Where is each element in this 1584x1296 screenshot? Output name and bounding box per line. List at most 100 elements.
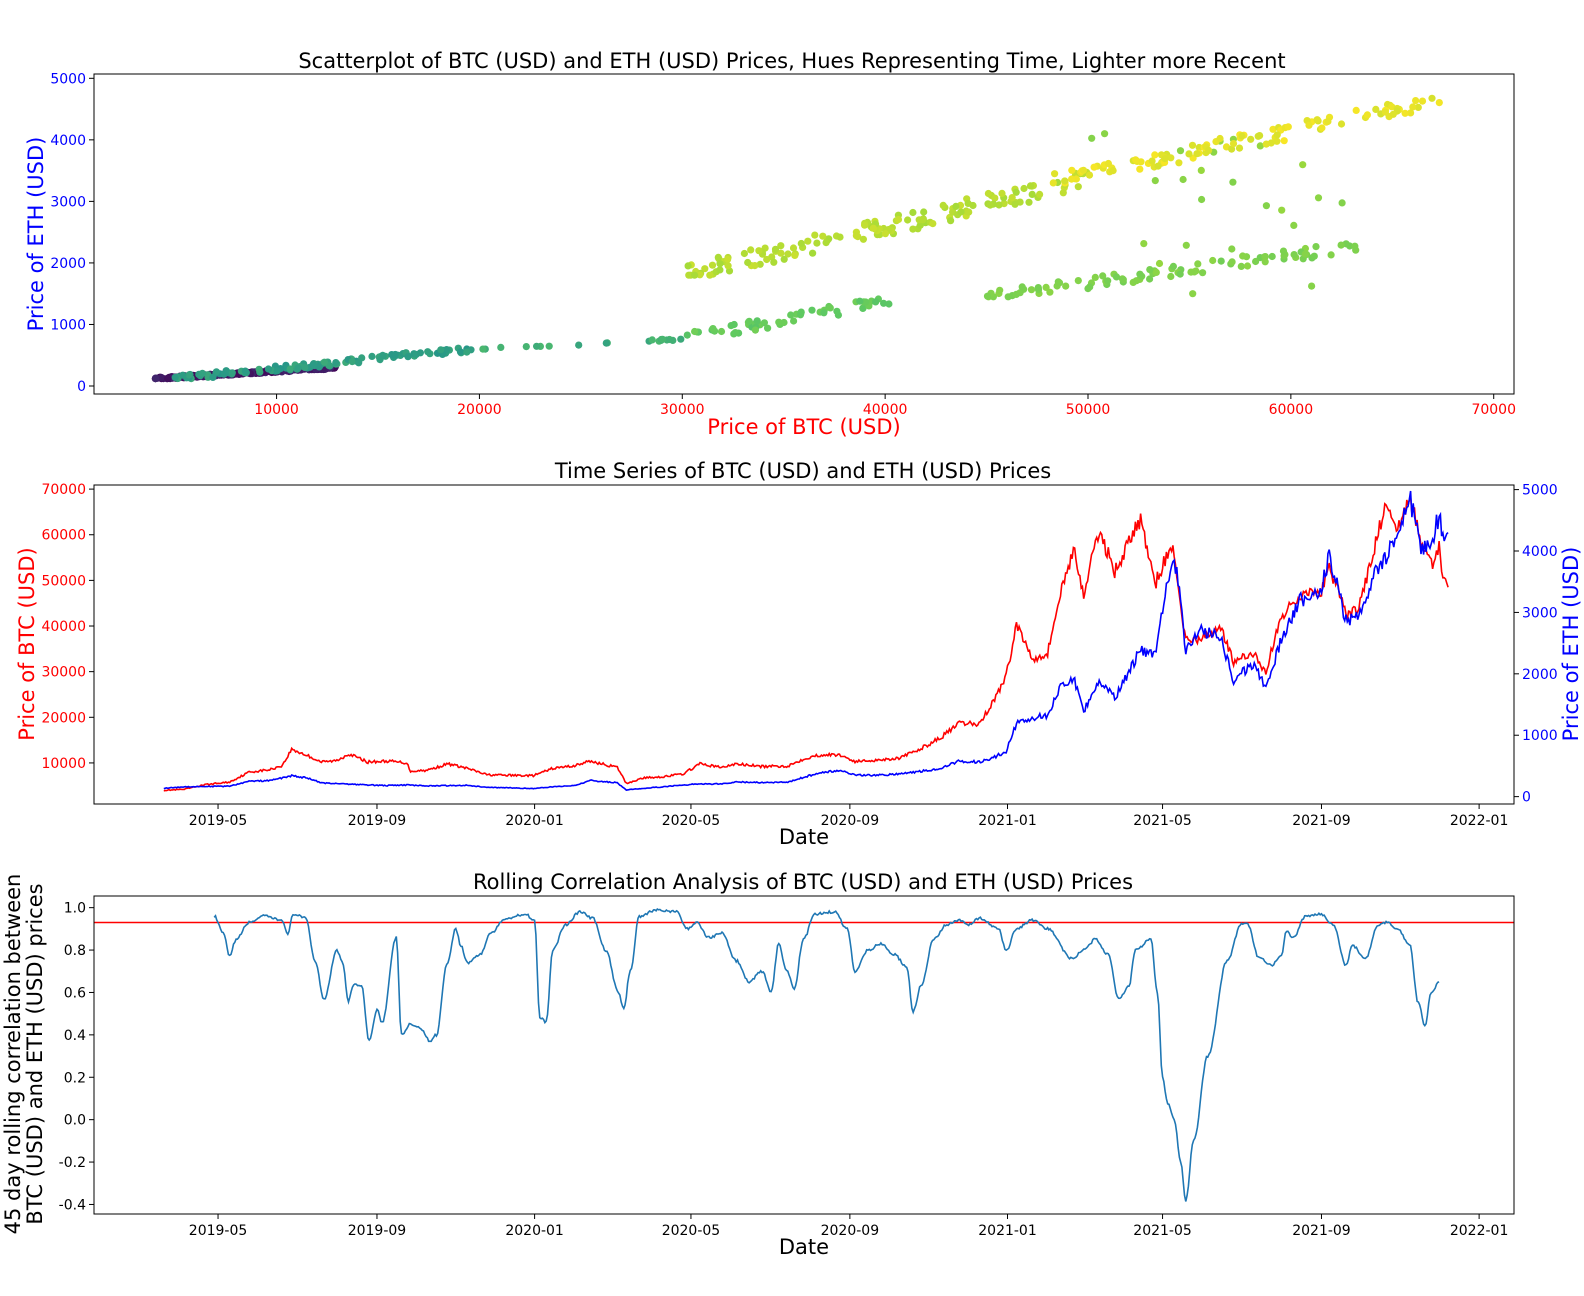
scatter-point: [1279, 247, 1288, 255]
scatter-point: [833, 307, 841, 315]
scatter-y-tick-label: 3000: [50, 194, 86, 210]
scatter-point: [677, 335, 685, 343]
scatter-point: [1099, 272, 1107, 280]
scatter-point: [1217, 257, 1225, 265]
scatter-point: [947, 217, 955, 225]
scatter-point: [575, 341, 583, 349]
scatter-point: [1269, 125, 1277, 133]
correlation-y-ticks: -0.4 -0.2 0.0 0.2 0.4 0.6 0.8 1.0: [59, 901, 94, 1213]
scatter-point: [730, 330, 738, 338]
correlation-title: Rolling Correlation Analysis of BTC (USD…: [473, 870, 1133, 894]
scatter-x-tick-label: 70000: [1471, 402, 1516, 418]
timeseries-panel: Time Series of BTC (USD) and ETH (USD) P…: [15, 459, 1583, 849]
scatter-point: [763, 255, 771, 264]
btc-y-tick-label: 50000: [41, 573, 86, 589]
scatter-point: [545, 342, 553, 350]
scatter-point: [1216, 134, 1224, 143]
scatter-point: [310, 361, 318, 369]
scatter-point: [751, 262, 759, 270]
scatter-y-tick-label: 4000: [50, 133, 86, 149]
scatter-point: [355, 359, 363, 367]
scatter-point: [1068, 166, 1076, 174]
scatter-point: [1062, 282, 1070, 290]
scatter-point: [1372, 105, 1380, 113]
scatter-point: [820, 309, 828, 317]
scatter-point: [787, 311, 795, 319]
scatter-point: [1036, 190, 1044, 198]
scatter-point: [775, 318, 783, 326]
scatter-point: [804, 237, 812, 245]
scatter-point: [1412, 97, 1420, 105]
scatter-point: [1237, 262, 1245, 270]
scatter-point: [716, 260, 724, 268]
scatter-point: [856, 297, 864, 305]
scatter-point: [1104, 159, 1112, 168]
scatter-point: [1154, 162, 1162, 170]
scatter-point: [1090, 163, 1098, 171]
scatter-point: [164, 374, 172, 383]
scatter-y-tick-label: 5000: [50, 71, 86, 87]
timeseries-y-axis-title-right: Price of ETH (USD): [1559, 547, 1583, 742]
scatter-point: [983, 292, 992, 300]
scatter-point: [701, 265, 709, 273]
x-tick-label: 2020-05: [662, 1223, 721, 1239]
scatter-point: [1388, 103, 1396, 111]
scatter-point: [1167, 272, 1175, 281]
scatter-point: [1301, 250, 1309, 258]
scatter-point: [315, 363, 323, 371]
scatter-point: [811, 231, 819, 239]
scatter-point: [1278, 206, 1286, 214]
scatter-point: [1042, 283, 1050, 291]
scatter-point: [1051, 170, 1059, 178]
scatter-point: [1059, 189, 1067, 197]
scatter-point: [836, 233, 844, 241]
scatter-x-tick-label: 10000: [254, 402, 299, 418]
scatter-point: [717, 327, 726, 336]
scatter-point: [1209, 256, 1217, 265]
scatter-point: [522, 343, 530, 351]
scatter-point: [1261, 253, 1269, 261]
scatter-point: [1351, 242, 1359, 250]
scatter-point: [1352, 106, 1360, 114]
scatter-point: [744, 258, 752, 267]
scatter-x-ticks: 10000 20000 30000 40000 50000 60000 70000: [254, 394, 1516, 418]
scatter-point: [862, 298, 870, 306]
scatter-point: [691, 271, 699, 279]
scatter-point: [1020, 184, 1028, 193]
scatter-point: [1199, 269, 1207, 277]
scatter-point: [332, 359, 340, 367]
scatter-point: [1132, 156, 1140, 164]
scatter-point: [1151, 151, 1159, 159]
scatter-point: [696, 271, 704, 279]
scatter-point: [264, 365, 272, 373]
scatter-point: [1084, 285, 1092, 293]
scatter-point: [780, 318, 788, 327]
scatter-y-ticks: 0 1000 2000 3000 4000 5000: [50, 71, 94, 395]
timeseries-y-ticks-left: 10000 20000 30000 40000 50000 60000 70000: [41, 482, 94, 772]
scatter-points: [151, 94, 1443, 383]
scatter-point: [714, 253, 722, 261]
scatter-point: [984, 189, 993, 198]
scatter-point: [1079, 166, 1088, 174]
scatter-point: [1229, 178, 1237, 186]
scatter-point: [939, 201, 947, 209]
scatter-point: [756, 260, 764, 268]
scatter-point: [241, 367, 249, 375]
x-tick-label: 2020-09: [821, 813, 880, 829]
timeseries-title: Time Series of BTC (USD) and ETH (USD) P…: [554, 459, 1051, 483]
timeseries-x-ticks: 2019-05 2019-09 2020-01 2020-05 2020-09 2021-…: [189, 804, 1508, 829]
scatter-point: [1414, 103, 1422, 111]
scatter-point: [708, 261, 717, 269]
scatter-point: [797, 308, 805, 316]
scatter-point: [808, 306, 816, 314]
scatter-point: [1327, 251, 1335, 259]
scatter-point: [1299, 161, 1307, 169]
scatter-point: [1310, 252, 1318, 260]
scatter-point: [456, 348, 465, 356]
scatter-point: [1256, 142, 1264, 150]
scatter-point: [872, 298, 880, 306]
correlation-y-tick-label: 0.0: [64, 1113, 86, 1129]
scatter-point: [301, 363, 309, 371]
scatter-point: [1313, 116, 1321, 124]
